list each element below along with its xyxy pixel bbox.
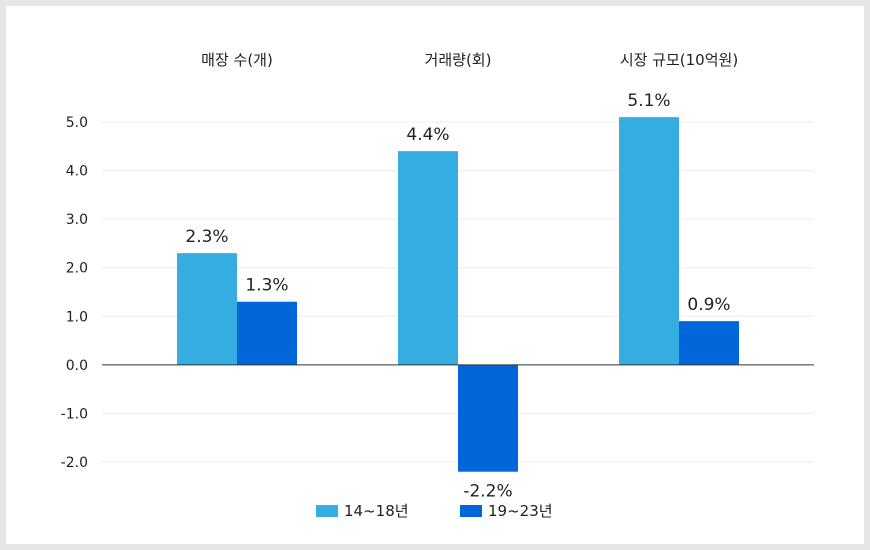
data-label: 5.1% <box>627 91 670 111</box>
category-label: 시장 규모(10억원) <box>620 51 738 69</box>
y-axis-ticks: 5.0 4.0 3.0 2.0 1.0 0.0 -1.0 -2.0 <box>61 115 88 471</box>
bar <box>237 301 297 365</box>
bar <box>679 321 739 365</box>
y-tick-label: 5.0 <box>66 115 88 131</box>
y-tick-label: 1.0 <box>66 309 88 325</box>
legend-swatch <box>316 505 338 517</box>
bar <box>619 117 679 365</box>
data-label: 0.9% <box>687 295 730 315</box>
data-label: -2.2% <box>463 482 512 502</box>
y-tick-label: 2.0 <box>66 261 88 277</box>
category-labels: 매장 수(개) 거래량(회) 시장 규모(10억원) <box>201 51 738 69</box>
category-label: 거래량(회) <box>425 51 492 69</box>
category-label: 매장 수(개) <box>201 51 273 69</box>
y-tick-label: 3.0 <box>66 212 88 228</box>
bar <box>398 151 458 365</box>
data-label: 2.3% <box>185 227 228 247</box>
legend: 14~18년 19~23년 <box>316 502 553 520</box>
legend-label: 14~18년 <box>344 502 409 520</box>
data-label: 1.3% <box>245 276 288 296</box>
y-tick-label: 4.0 <box>66 164 88 180</box>
bar <box>177 253 237 365</box>
y-tick-label: -1.0 <box>61 406 88 422</box>
legend-label: 19~23년 <box>488 502 553 520</box>
y-tick-label: 0.0 <box>66 358 88 374</box>
bars <box>177 117 739 472</box>
legend-swatch <box>460 505 482 517</box>
bar <box>458 364 518 472</box>
data-label: 4.4% <box>406 125 449 145</box>
y-tick-label: -2.0 <box>61 455 88 471</box>
data-labels: 2.3% 4.4% 5.1% 1.3% -2.2% 0.9% <box>185 91 730 502</box>
